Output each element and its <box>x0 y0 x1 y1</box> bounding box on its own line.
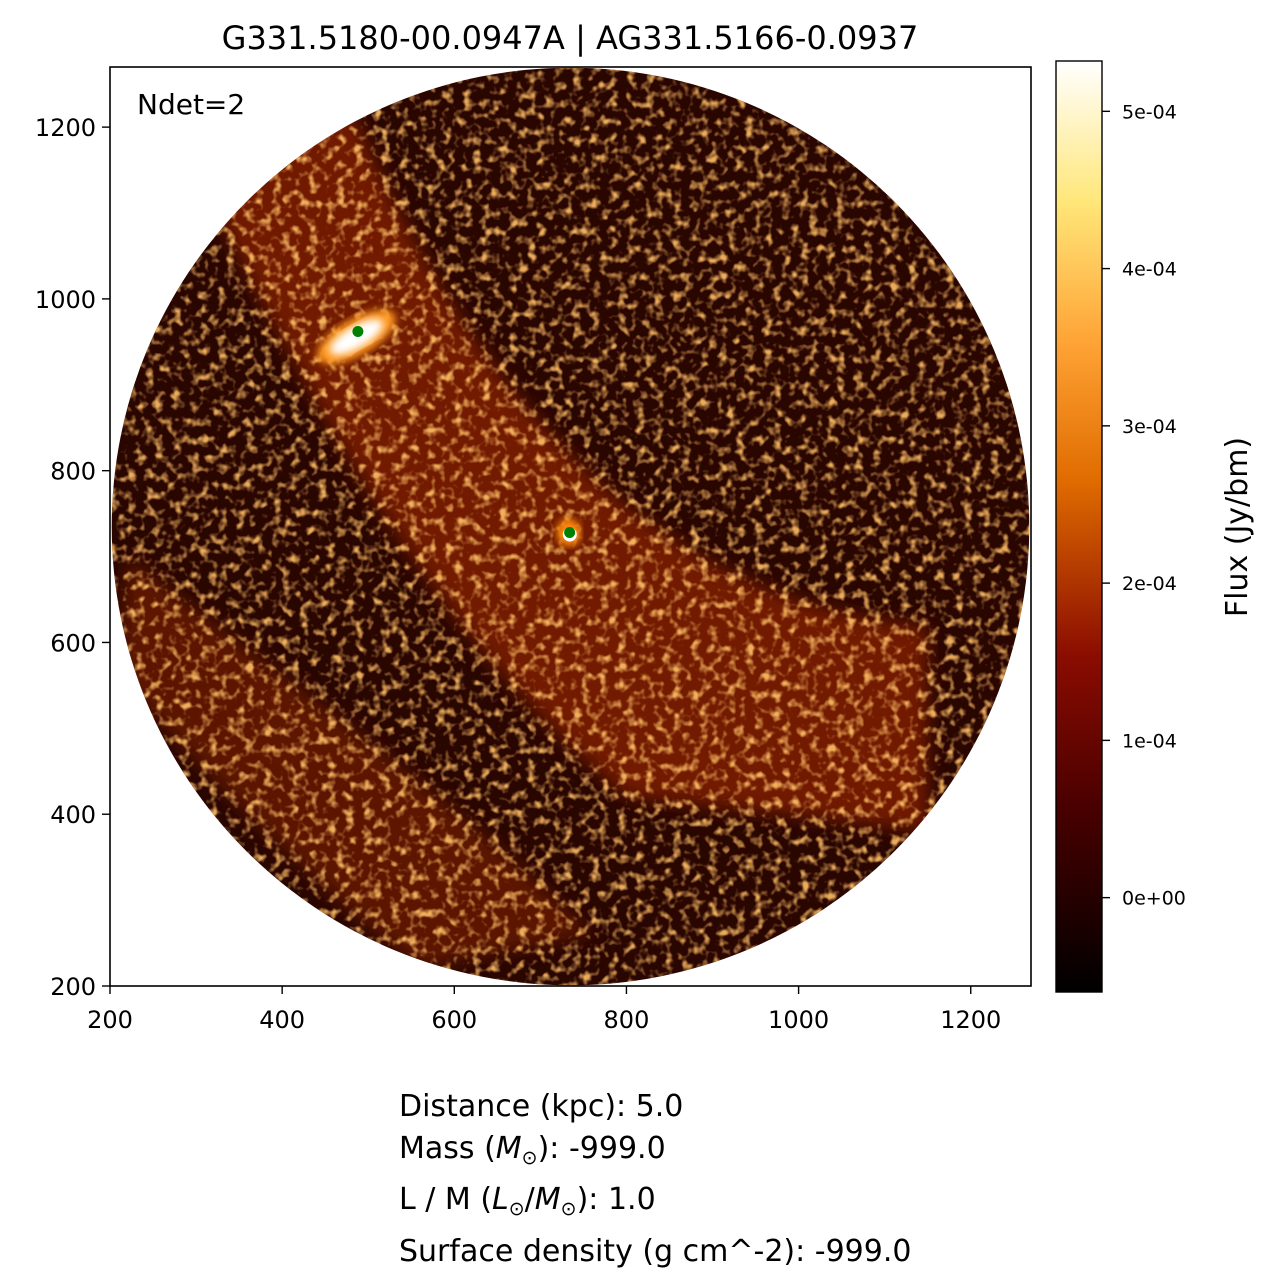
y-tick-label: 1000 <box>35 286 96 314</box>
mass-value: ): -999.0 <box>538 1131 666 1166</box>
colorbar-tick-label: 4e-04 <box>1122 259 1177 281</box>
colorbar-tick-label: 1e-04 <box>1122 730 1177 752</box>
x-tick-label: 1200 <box>940 1006 1001 1034</box>
x-axis: 200 400 600 800 1000 1200 <box>87 986 1001 1034</box>
colorbar-label: Flux (Jy/bm) <box>1220 437 1255 617</box>
y-tick-label: 200 <box>50 973 96 1001</box>
x-tick-label: 600 <box>431 1006 477 1034</box>
flux-map <box>110 67 1031 986</box>
detection-marker-1 <box>352 326 363 337</box>
ndet-annotation: Ndet=2 <box>137 88 245 121</box>
source-info: Distance (kpc): 5.0 Mass (M⊙): -999.0 L … <box>399 1086 911 1272</box>
mass-label-prefix: Mass ( <box>399 1131 496 1166</box>
y-tick-label: 600 <box>50 629 96 657</box>
colorbar-tick-label: 2e-04 <box>1122 573 1177 595</box>
chart-title: G331.5180-00.0947A | AG331.5166-0.0937 <box>222 19 919 57</box>
y-tick-label: 1200 <box>35 114 96 142</box>
sun-symbol-icon: ⊙ <box>509 1198 525 1220</box>
sun-symbol-icon: ⊙ <box>561 1198 577 1220</box>
lm-value: ): 1.0 <box>577 1182 656 1217</box>
x-tick-label: 800 <box>604 1006 650 1034</box>
y-axis: 200 400 600 800 1000 1200 <box>35 114 110 1001</box>
y-tick-label: 800 <box>50 458 96 486</box>
colorbar <box>1056 61 1102 992</box>
sun-symbol-icon: ⊙ <box>522 1147 538 1169</box>
x-tick-label: 1000 <box>768 1006 829 1034</box>
lm-symbol-m: M <box>535 1182 561 1217</box>
lm-symbol-l: L <box>492 1182 509 1217</box>
x-tick-label: 400 <box>259 1006 305 1034</box>
mass-symbol: M <box>496 1131 522 1166</box>
image-area <box>110 67 1031 986</box>
colorbar-tick-label: 5e-04 <box>1122 101 1177 123</box>
colorbar-tick-label: 3e-04 <box>1122 416 1177 438</box>
lm-label-prefix: L / M ( <box>399 1182 492 1217</box>
distance-label: Distance (kpc): 5.0 <box>399 1086 911 1128</box>
colorbar-ticks: 0e+00 1e-04 2e-04 3e-04 4e-04 5e-04 <box>1102 101 1186 909</box>
y-tick-label: 400 <box>50 801 96 829</box>
lm-label: L / M (L⊙/M⊙): 1.0 <box>399 1179 911 1231</box>
mass-label: Mass (M⊙): -999.0 <box>399 1128 911 1180</box>
detection-marker-2 <box>564 527 575 538</box>
x-tick-label: 200 <box>87 1006 133 1034</box>
surface-density-label: Surface density (g cm^-2): -999.0 <box>399 1231 911 1272</box>
colorbar-tick-label: 0e+00 <box>1122 888 1186 910</box>
